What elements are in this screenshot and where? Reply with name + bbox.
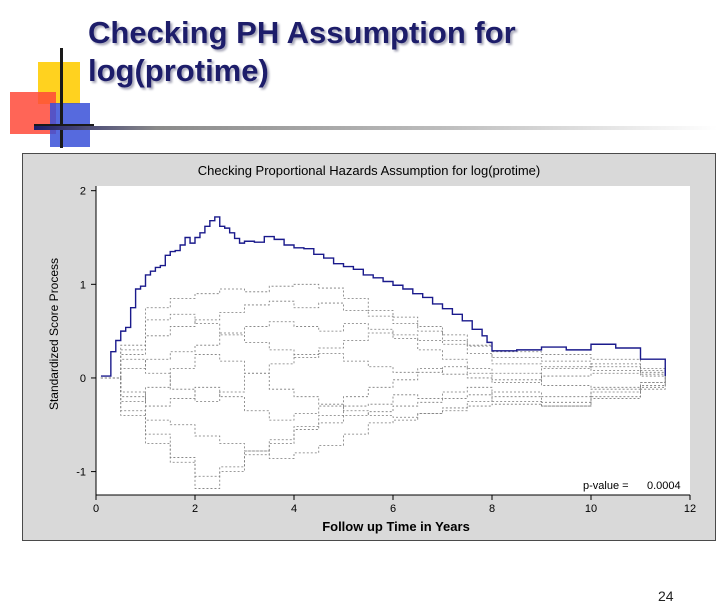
- corner-vertical-line: [60, 48, 63, 148]
- observed-path: [100, 216, 666, 377]
- x-tick-label: 10: [585, 503, 597, 515]
- chart-title: Checking Proportional Hazards Assumption…: [198, 163, 541, 178]
- title-rule: [34, 126, 717, 130]
- x-tick-label: 12: [684, 503, 696, 515]
- simulated-path-4: [100, 377, 666, 459]
- title-line-1: Checking PH Assumption for: [88, 15, 516, 50]
- p-value-label: p-value =: [583, 480, 629, 492]
- title-line-2: log(protime): [88, 52, 269, 88]
- chart-panel: 0 2 4 6 8 10 12 -1 0 1 2 Checking Proportional Haz…: [22, 153, 716, 541]
- x-axis-label: Follow up Time in Years: [322, 519, 470, 534]
- simulated-path-3: [100, 300, 666, 379]
- y-axis-label: Standardized Score Process: [47, 258, 61, 410]
- x-tick-label: 2: [192, 503, 198, 515]
- y-tick-label: 0: [80, 373, 86, 385]
- page-title: Checking PH Assumption for log(protime): [88, 14, 516, 90]
- corner-horizontal-line: [34, 124, 94, 127]
- x-tick-label: 4: [291, 503, 297, 515]
- simulated-path-10: [100, 354, 666, 418]
- simulated-path-8: [100, 363, 666, 421]
- simulated-path-9: [100, 332, 666, 402]
- y-tick-label: 1: [80, 279, 86, 291]
- observed-score-line: [100, 216, 666, 377]
- simulated-path-1: [100, 283, 666, 379]
- simulated-path-6: [100, 377, 666, 489]
- x-tick-label: 6: [390, 503, 396, 515]
- simulated-path-2: [100, 377, 666, 477]
- y-tick-label: 2: [80, 186, 86, 198]
- p-value: 0.0004: [647, 480, 681, 492]
- plot-area: [96, 186, 690, 495]
- x-tick-label: 8: [489, 503, 495, 515]
- page-number: 24: [658, 588, 674, 604]
- simulated-paths: [100, 283, 666, 489]
- x-tick-label: 0: [93, 503, 99, 515]
- y-tick-label: -1: [76, 467, 86, 479]
- simulated-path-5: [100, 321, 666, 379]
